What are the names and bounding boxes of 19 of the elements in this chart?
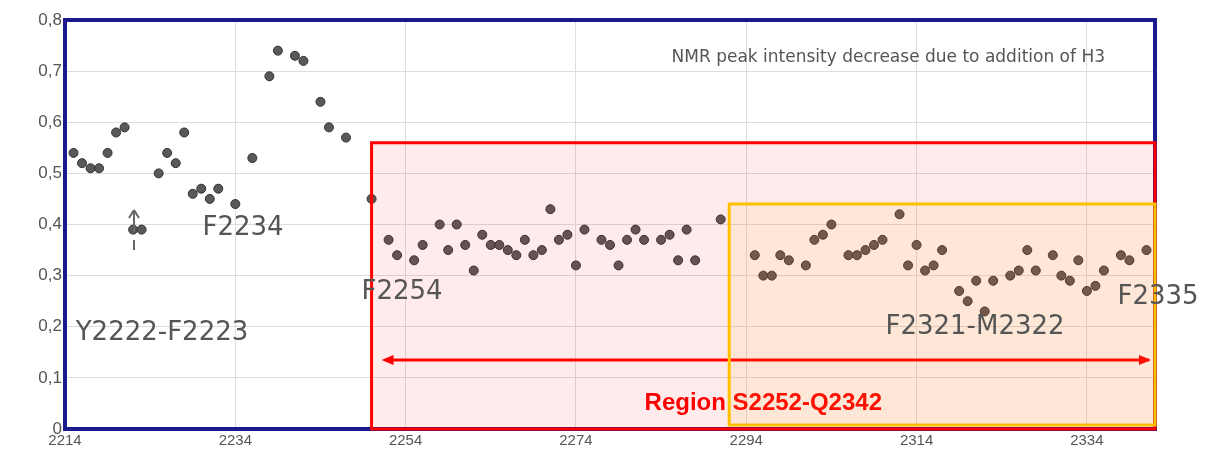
x-tick-label: 2294 [729, 431, 763, 449]
y-tick-label: 0,2 [38, 316, 62, 336]
y-tick-label: 0,1 [38, 367, 62, 387]
x-tick-label: 2274 [559, 431, 593, 449]
x-tick-label: 2234 [218, 431, 252, 449]
annotation: Y2222-F2223 [74, 315, 249, 346]
y-tick-label: 0,8 [38, 9, 62, 29]
y-tick-label: 0,5 [38, 163, 62, 183]
x-tick-label: 2314 [899, 431, 934, 449]
band-label: Region S2252-Q2342 [644, 388, 883, 416]
y-tick-label: 0,3 [38, 265, 62, 285]
x-tick-label: 2334 [1070, 431, 1104, 449]
annotation: F2234 [202, 210, 284, 241]
y-tick-label: 0,6 [38, 111, 62, 131]
x-tick-label: 2254 [388, 431, 423, 449]
y-tick-label: 0,7 [38, 60, 62, 80]
text: NMR peak intensity decrease due to addition of H3 [671, 46, 1105, 67]
annotation: F2321-M2322 [885, 309, 1065, 340]
y-tick-label: 0,4 [38, 214, 62, 234]
